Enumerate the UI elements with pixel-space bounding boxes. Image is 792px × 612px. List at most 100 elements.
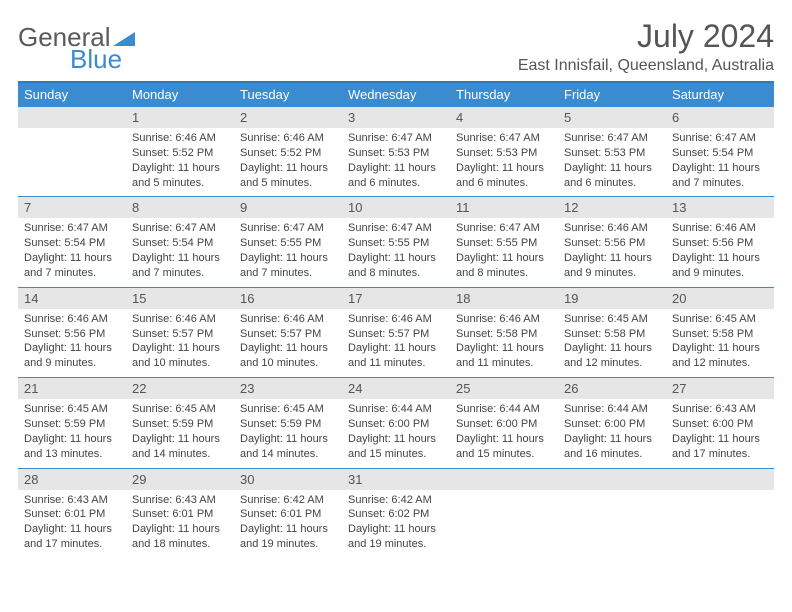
calendar-cell: 4Sunrise: 6:47 AMSunset: 5:53 PMDaylight…: [450, 107, 558, 197]
calendar-cell: 15Sunrise: 6:46 AMSunset: 5:57 PMDayligh…: [126, 287, 234, 377]
day-number: 5: [558, 107, 666, 128]
day-number: 25: [450, 378, 558, 399]
brand-logo: General Blue: [18, 18, 135, 72]
day-details: Sunrise: 6:46 AMSunset: 5:52 PMDaylight:…: [234, 128, 342, 196]
calendar-cell: [18, 107, 126, 197]
day-details: Sunrise: 6:47 AMSunset: 5:54 PMDaylight:…: [126, 218, 234, 286]
day-details: Sunrise: 6:47 AMSunset: 5:54 PMDaylight:…: [666, 128, 774, 196]
day-details: Sunrise: 6:47 AMSunset: 5:54 PMDaylight:…: [18, 218, 126, 286]
calendar-cell: 19Sunrise: 6:45 AMSunset: 5:58 PMDayligh…: [558, 287, 666, 377]
day-details: Sunrise: 6:46 AMSunset: 5:56 PMDaylight:…: [558, 218, 666, 286]
location: East Innisfail, Queensland, Australia: [518, 57, 774, 75]
day-details: Sunrise: 6:46 AMSunset: 5:57 PMDaylight:…: [342, 309, 450, 377]
day-details: Sunrise: 6:45 AMSunset: 5:59 PMDaylight:…: [18, 399, 126, 467]
day-details: Sunrise: 6:44 AMSunset: 6:00 PMDaylight:…: [558, 399, 666, 467]
day-number: 15: [126, 288, 234, 309]
calendar-cell: [666, 468, 774, 558]
day-number: 10: [342, 197, 450, 218]
title-block: July 2024 East Innisfail, Queensland, Au…: [518, 18, 774, 75]
day-details: Sunrise: 6:47 AMSunset: 5:55 PMDaylight:…: [234, 218, 342, 286]
day-details: Sunrise: 6:45 AMSunset: 5:59 PMDaylight:…: [126, 399, 234, 467]
day-details: Sunrise: 6:43 AMSunset: 6:00 PMDaylight:…: [666, 399, 774, 467]
calendar-cell: 7Sunrise: 6:47 AMSunset: 5:54 PMDaylight…: [18, 197, 126, 287]
calendar-cell: 8Sunrise: 6:47 AMSunset: 5:54 PMDaylight…: [126, 197, 234, 287]
weekday-header: Sunday: [18, 82, 126, 107]
day-details: Sunrise: 6:46 AMSunset: 5:57 PMDaylight:…: [234, 309, 342, 377]
calendar-cell: [558, 468, 666, 558]
day-number: 19: [558, 288, 666, 309]
calendar-cell: 14Sunrise: 6:46 AMSunset: 5:56 PMDayligh…: [18, 287, 126, 377]
month-title: July 2024: [518, 18, 774, 55]
day-number: 28: [18, 469, 126, 490]
calendar-week-row: 7Sunrise: 6:47 AMSunset: 5:54 PMDaylight…: [18, 197, 774, 287]
calendar-cell: 26Sunrise: 6:44 AMSunset: 6:00 PMDayligh…: [558, 378, 666, 468]
day-details: Sunrise: 6:47 AMSunset: 5:55 PMDaylight:…: [450, 218, 558, 286]
weekday-header: Tuesday: [234, 82, 342, 107]
day-number-empty: [558, 469, 666, 490]
calendar-cell: 31Sunrise: 6:42 AMSunset: 6:02 PMDayligh…: [342, 468, 450, 558]
day-number: 29: [126, 469, 234, 490]
day-details: Sunrise: 6:43 AMSunset: 6:01 PMDaylight:…: [18, 490, 126, 558]
calendar-cell: 17Sunrise: 6:46 AMSunset: 5:57 PMDayligh…: [342, 287, 450, 377]
day-number: 7: [18, 197, 126, 218]
weekday-header-row: Sunday Monday Tuesday Wednesday Thursday…: [18, 82, 774, 107]
day-number: 6: [666, 107, 774, 128]
calendar-cell: 10Sunrise: 6:47 AMSunset: 5:55 PMDayligh…: [342, 197, 450, 287]
calendar-cell: 12Sunrise: 6:46 AMSunset: 5:56 PMDayligh…: [558, 197, 666, 287]
day-number: 18: [450, 288, 558, 309]
day-details: Sunrise: 6:43 AMSunset: 6:01 PMDaylight:…: [126, 490, 234, 558]
day-number: 16: [234, 288, 342, 309]
day-number: 22: [126, 378, 234, 399]
day-number: 9: [234, 197, 342, 218]
calendar-week-row: 21Sunrise: 6:45 AMSunset: 5:59 PMDayligh…: [18, 378, 774, 468]
day-details: Sunrise: 6:46 AMSunset: 5:56 PMDaylight:…: [666, 218, 774, 286]
day-details: Sunrise: 6:47 AMSunset: 5:53 PMDaylight:…: [450, 128, 558, 196]
calendar-cell: 1Sunrise: 6:46 AMSunset: 5:52 PMDaylight…: [126, 107, 234, 197]
day-details: Sunrise: 6:46 AMSunset: 5:58 PMDaylight:…: [450, 309, 558, 377]
day-number: 12: [558, 197, 666, 218]
day-number: 27: [666, 378, 774, 399]
day-number-empty: [666, 469, 774, 490]
day-details: Sunrise: 6:47 AMSunset: 5:53 PMDaylight:…: [558, 128, 666, 196]
day-details: Sunrise: 6:42 AMSunset: 6:02 PMDaylight:…: [342, 490, 450, 558]
day-number: 13: [666, 197, 774, 218]
calendar-cell: 21Sunrise: 6:45 AMSunset: 5:59 PMDayligh…: [18, 378, 126, 468]
calendar-cell: 13Sunrise: 6:46 AMSunset: 5:56 PMDayligh…: [666, 197, 774, 287]
calendar-cell: 20Sunrise: 6:45 AMSunset: 5:58 PMDayligh…: [666, 287, 774, 377]
day-details: Sunrise: 6:44 AMSunset: 6:00 PMDaylight:…: [342, 399, 450, 467]
day-number: 20: [666, 288, 774, 309]
calendar-cell: [450, 468, 558, 558]
calendar-cell: 29Sunrise: 6:43 AMSunset: 6:01 PMDayligh…: [126, 468, 234, 558]
calendar-cell: 18Sunrise: 6:46 AMSunset: 5:58 PMDayligh…: [450, 287, 558, 377]
calendar-cell: 28Sunrise: 6:43 AMSunset: 6:01 PMDayligh…: [18, 468, 126, 558]
calendar-week-row: 1Sunrise: 6:46 AMSunset: 5:52 PMDaylight…: [18, 107, 774, 197]
day-number: 3: [342, 107, 450, 128]
day-details: Sunrise: 6:45 AMSunset: 5:59 PMDaylight:…: [234, 399, 342, 467]
day-number: 24: [342, 378, 450, 399]
calendar-cell: 5Sunrise: 6:47 AMSunset: 5:53 PMDaylight…: [558, 107, 666, 197]
calendar-cell: 11Sunrise: 6:47 AMSunset: 5:55 PMDayligh…: [450, 197, 558, 287]
calendar-cell: 2Sunrise: 6:46 AMSunset: 5:52 PMDaylight…: [234, 107, 342, 197]
calendar-cell: 16Sunrise: 6:46 AMSunset: 5:57 PMDayligh…: [234, 287, 342, 377]
weekday-header: Saturday: [666, 82, 774, 107]
weekday-header: Wednesday: [342, 82, 450, 107]
day-details: Sunrise: 6:46 AMSunset: 5:57 PMDaylight:…: [126, 309, 234, 377]
calendar-week-row: 14Sunrise: 6:46 AMSunset: 5:56 PMDayligh…: [18, 287, 774, 377]
day-number: 1: [126, 107, 234, 128]
day-number: 26: [558, 378, 666, 399]
day-details: Sunrise: 6:46 AMSunset: 5:56 PMDaylight:…: [18, 309, 126, 377]
day-number: 21: [18, 378, 126, 399]
day-number-empty: [450, 469, 558, 490]
day-number: 8: [126, 197, 234, 218]
day-number: 31: [342, 469, 450, 490]
day-number: 11: [450, 197, 558, 218]
day-details: Sunrise: 6:44 AMSunset: 6:00 PMDaylight:…: [450, 399, 558, 467]
day-number: 17: [342, 288, 450, 309]
header: General Blue July 2024 East Innisfail, Q…: [18, 18, 774, 75]
day-details: Sunrise: 6:45 AMSunset: 5:58 PMDaylight:…: [666, 309, 774, 377]
day-number: 4: [450, 107, 558, 128]
day-details: Sunrise: 6:42 AMSunset: 6:01 PMDaylight:…: [234, 490, 342, 558]
calendar-cell: 6Sunrise: 6:47 AMSunset: 5:54 PMDaylight…: [666, 107, 774, 197]
weekday-header: Friday: [558, 82, 666, 107]
day-details: Sunrise: 6:47 AMSunset: 5:53 PMDaylight:…: [342, 128, 450, 196]
